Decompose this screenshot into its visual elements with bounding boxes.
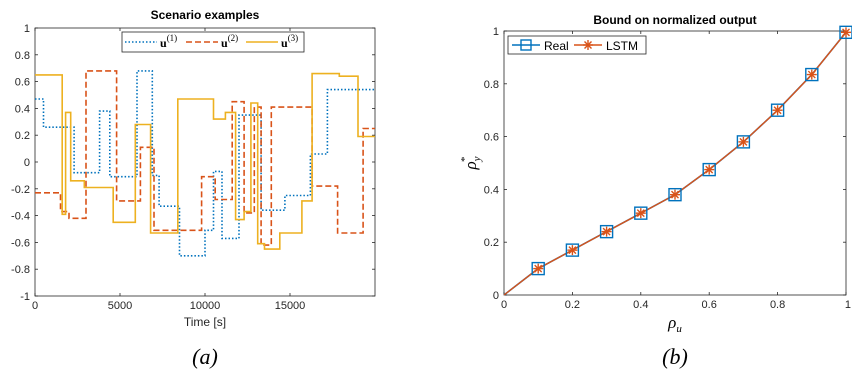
chart-b-ylabel: ρy* bbox=[459, 156, 483, 170]
chart-a-legend: u(1) u(2) u(3) bbox=[121, 31, 305, 53]
chart-a-ytick-label: 0.2 bbox=[15, 130, 30, 142]
chart-a-xlabel: Time [s] bbox=[184, 315, 226, 329]
real-marker bbox=[770, 103, 785, 117]
real-marker bbox=[805, 67, 819, 82]
series-u3-line bbox=[35, 72, 375, 250]
real-marker bbox=[634, 206, 648, 220]
chart-a-ytick-label: -0.6 bbox=[11, 237, 30, 249]
real-marker bbox=[839, 25, 852, 40]
caption-b: (b) bbox=[662, 344, 688, 369]
lstm-marker bbox=[806, 69, 817, 80]
chart-a-ytick-label: -0.2 bbox=[11, 184, 30, 196]
chart-a-xtick-label: 15000 bbox=[275, 300, 306, 312]
lstm-marker bbox=[601, 226, 612, 237]
chart-b-xtick-label: 0.6 bbox=[702, 299, 717, 311]
legend-lstm-marker bbox=[583, 40, 593, 50]
legend-lstm-label: LSTM bbox=[606, 39, 638, 53]
legend-real-marker bbox=[520, 39, 532, 51]
lstm-marker bbox=[533, 263, 544, 274]
series-u1-line bbox=[35, 70, 375, 257]
lstm-marker bbox=[738, 136, 749, 147]
chart-b-ytick-label: 0.4 bbox=[484, 184, 499, 196]
chart-b-xtick-label: 0.4 bbox=[633, 299, 648, 311]
svg-text:ρy*: ρy* bbox=[459, 156, 483, 170]
chart-a-ytick-label: 0 bbox=[24, 157, 30, 169]
real-marker bbox=[736, 135, 751, 149]
lstm-marker bbox=[670, 189, 680, 200]
caption-a: (a) bbox=[192, 344, 218, 369]
real-marker bbox=[668, 187, 682, 202]
chart-a-ytick-label: -0.8 bbox=[11, 264, 30, 276]
chart-b-ytick-label: 0 bbox=[493, 290, 499, 302]
chart-b-xtick-label: 0.8 bbox=[770, 299, 785, 311]
lstm-marker bbox=[841, 27, 851, 38]
real-marker bbox=[599, 224, 614, 239]
real-marker bbox=[531, 261, 545, 276]
lstm-marker bbox=[704, 164, 715, 175]
chart-b-axes-box bbox=[503, 30, 847, 296]
chart-a-ytick-label: -0.4 bbox=[11, 211, 30, 223]
chart-a-ytick-label: -1 bbox=[20, 291, 30, 303]
chart-b-ytick-label: 0.6 bbox=[484, 132, 499, 144]
real-marker bbox=[565, 243, 580, 257]
chart-b-ytick-label: 0.8 bbox=[484, 79, 499, 91]
chart-a-ytick-label: 0.6 bbox=[15, 77, 30, 89]
chart-b-xtick-label: 0 bbox=[501, 299, 507, 311]
chart-a-xtick-label: 5000 bbox=[108, 300, 132, 312]
chart-a-ytick-label: 1 bbox=[24, 23, 30, 35]
chart-b-xtick-label: 1 bbox=[845, 299, 851, 311]
normalized-output-chart: Bound on normalized output 0 0.2 0.4 0.6 0.8… bbox=[459, 13, 852, 369]
chart-b-xtick-label: 0.2 bbox=[565, 299, 580, 311]
chart-b-ytick-label: 0.2 bbox=[484, 237, 499, 249]
lstm-marker bbox=[772, 105, 783, 116]
lstm-marker bbox=[567, 245, 578, 256]
chart-a-ytick-label: 0.8 bbox=[15, 50, 30, 62]
real-marker bbox=[702, 162, 716, 177]
chart-b-title: Bound on normalized output bbox=[593, 13, 756, 27]
chart-a-title: Scenario examples bbox=[151, 8, 260, 22]
chart-b-legend: Real LSTM bbox=[507, 35, 647, 55]
legend-real-label: Real bbox=[544, 39, 569, 53]
chart-b-ytick-label: 1 bbox=[493, 26, 499, 38]
chart-a-ytick-label: 0.4 bbox=[15, 103, 30, 115]
chart-b-xlabel: ρu bbox=[667, 313, 682, 335]
chart-a-xtick-label: 0 bbox=[32, 300, 38, 312]
chart-a-xtick-label: 10000 bbox=[190, 300, 221, 312]
scenario-examples-chart: Scenario examples Time [s] 0 5000 10000 150… bbox=[11, 8, 376, 369]
lstm-marker bbox=[635, 208, 646, 219]
